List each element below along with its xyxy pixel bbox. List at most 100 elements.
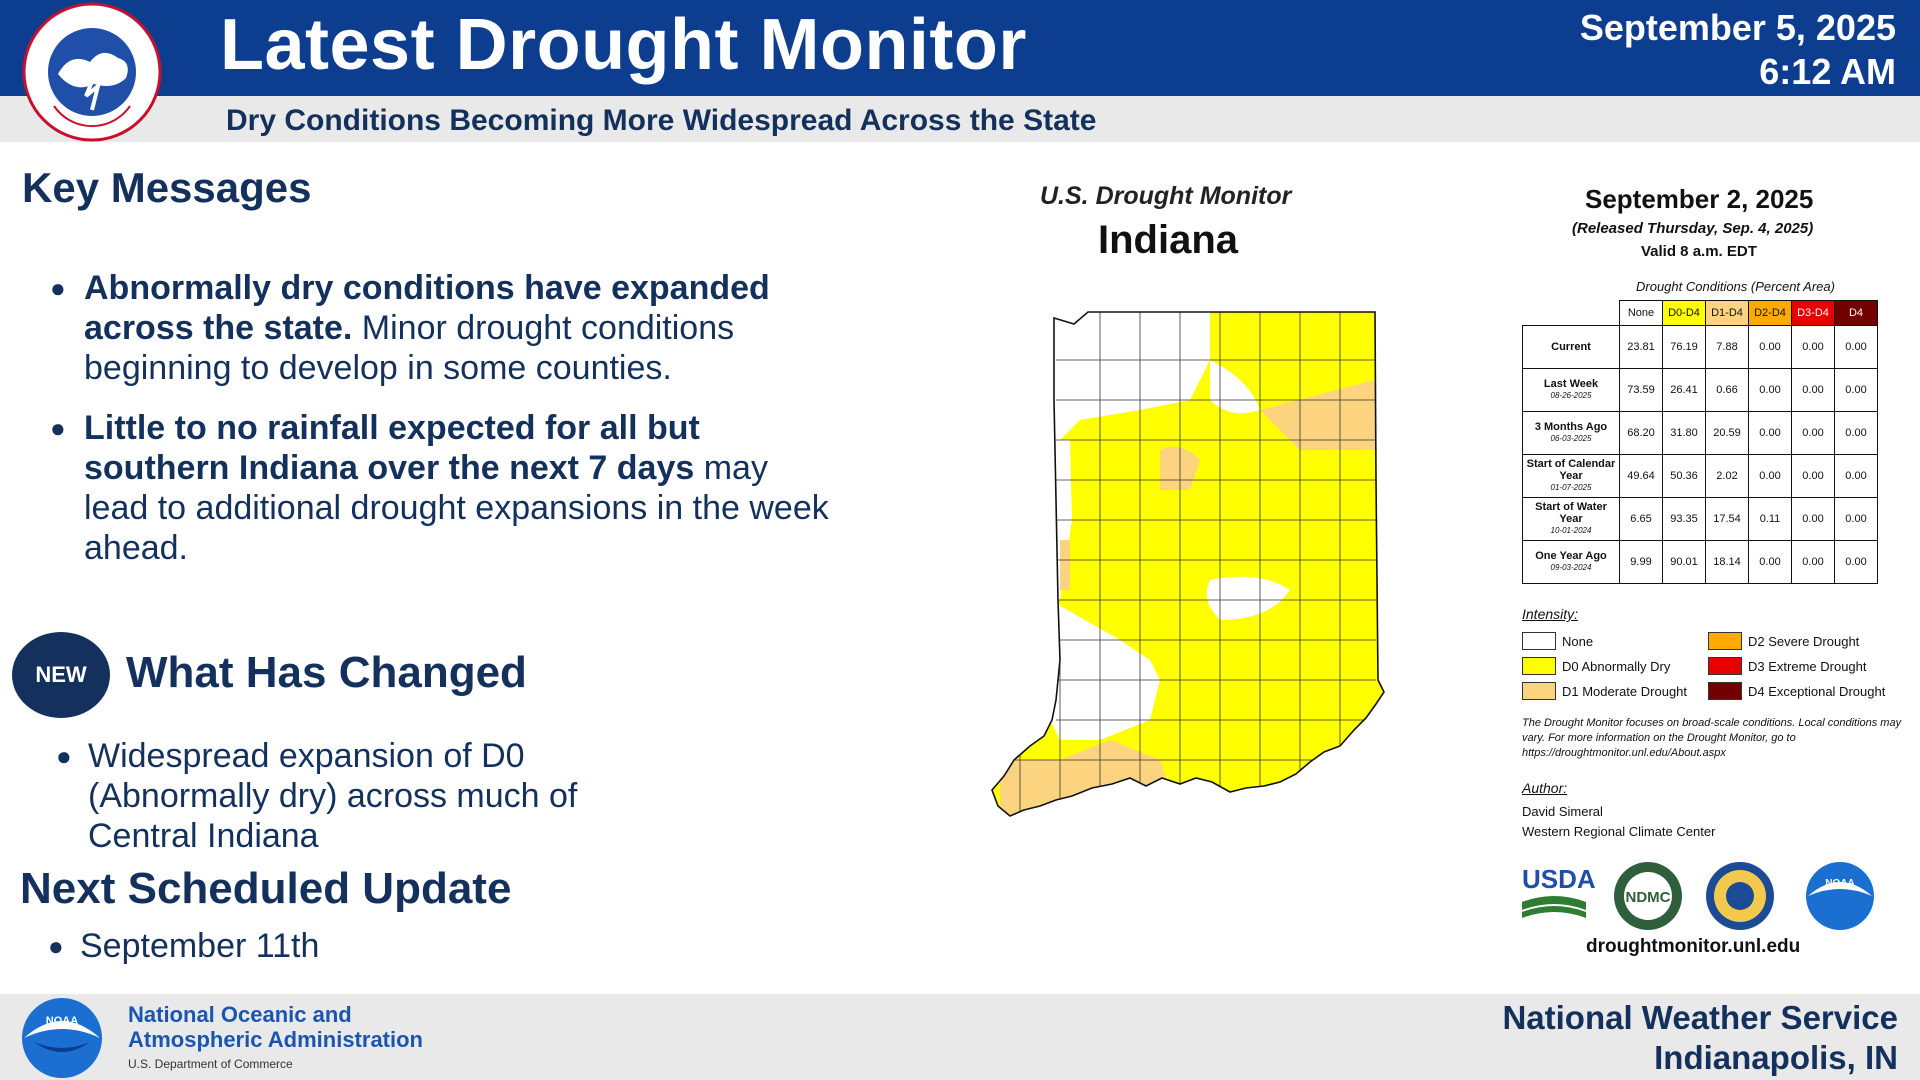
row-label: One Year Ago 09-03-2024: [1522, 540, 1620, 584]
noaa-name: National Oceanic and Atmospheric Adminis…: [128, 1002, 423, 1052]
row-label-date: 09-03-2024: [1550, 563, 1592, 572]
author-name: David Simeral: [1522, 804, 1603, 819]
table-cell: 0.00: [1834, 325, 1878, 369]
table-cell: 0.00: [1748, 454, 1792, 498]
table-cell: 0.00: [1834, 368, 1878, 412]
legend-label: D3 Extreme Drought: [1748, 658, 1867, 674]
legend-swatch: [1522, 632, 1556, 650]
table-cell: 17.54: [1705, 497, 1749, 541]
dm-valid-date: September 2, 2025: [1585, 184, 1814, 214]
table-cell: 0.00: [1748, 325, 1792, 369]
dm-released: (Released Thursday, Sep. 4, 2025): [1572, 220, 1814, 237]
col-header: D1-D4: [1705, 300, 1749, 326]
table-cell: 0.00: [1791, 540, 1835, 584]
table-row: Start of Water Year 10-01-2024 6.65 93.35 17…: [1522, 497, 1878, 541]
intensity-title: Intensity:: [1522, 606, 1579, 622]
table-cell: 93.35: [1662, 497, 1706, 541]
key-message-text: Minor drought conditions beginning to de…: [84, 309, 735, 387]
row-label-text: One Year Ago: [1535, 550, 1607, 562]
col-header: D0-D4: [1662, 300, 1706, 326]
table-cell: 0.00: [1791, 325, 1835, 369]
row-label: Start of Water Year 10-01-2024: [1522, 497, 1620, 541]
col-header: None: [1619, 300, 1663, 326]
table-cell: 9.99: [1619, 540, 1663, 584]
table-cell: 2.02: [1705, 454, 1749, 498]
table-cell: 20.59: [1705, 411, 1749, 455]
dm-conditions-title: Drought Conditions (Percent Area): [1636, 279, 1835, 294]
usda-logo-text: USDA: [1522, 864, 1596, 894]
table-cell: 0.00: [1791, 454, 1835, 498]
next-update-title: Next Scheduled Update: [20, 864, 512, 913]
table-cell: 23.81: [1619, 325, 1663, 369]
noaa-name-line2: Atmospheric Administration: [128, 1027, 423, 1052]
office-name: National Weather Service Indianapolis, I…: [1502, 998, 1898, 1078]
header-bar: [0, 0, 1920, 96]
dm-url[interactable]: droughtmonitor.unl.edu: [1586, 936, 1801, 957]
col-header: D4: [1834, 300, 1878, 326]
row-label-text: 3 Months Ago: [1534, 421, 1608, 433]
row-label-date: 06-03-2025: [1550, 434, 1592, 443]
office-line2: Indianapolis, IN: [1654, 1039, 1898, 1076]
author-org: Western Regional Climate Center: [1522, 824, 1716, 839]
table-cell: 26.41: [1662, 368, 1706, 412]
row-label: 3 Months Ago 06-03-2025: [1522, 411, 1620, 455]
row-label-date: 01-07-2025: [1550, 483, 1592, 492]
next-update-item: September 11th: [48, 926, 319, 966]
footer-bar: [0, 994, 1920, 1080]
legend-swatch: [1522, 657, 1556, 675]
author-info: David Simeral Western Regional Climate C…: [1522, 802, 1715, 842]
legend-swatch: [1708, 682, 1742, 700]
table-row: Current 23.81 76.19 7.88 0.00 0.00 0.00: [1522, 325, 1878, 369]
table-cell: 0.00: [1748, 411, 1792, 455]
table-cell: 90.01: [1662, 540, 1706, 584]
key-message-item: Little to no rainfall expected for all b…: [50, 408, 840, 568]
author-label: Author:: [1522, 780, 1568, 796]
table-row: Last Week 08-26-2025 73.59 26.41 0.66 0.00 0.0…: [1522, 368, 1878, 412]
issue-datetime: September 5, 2025 6:12 AM: [1580, 6, 1896, 94]
table-cell: 0.66: [1705, 368, 1749, 412]
legend-swatch: [1522, 682, 1556, 700]
legend-label: None: [1562, 633, 1594, 649]
issue-date: September 5, 2025: [1579, 7, 1896, 48]
table-cell: 0.11: [1748, 497, 1792, 541]
key-messages-list: Abnormally dry conditions have expanded …: [50, 268, 840, 588]
noaa-logo-text: NOAA: [46, 1015, 78, 1027]
table-cell: 50.36: [1662, 454, 1706, 498]
table-cell: 7.88: [1705, 325, 1749, 369]
row-label-text: Start of Water Year: [1535, 501, 1607, 525]
page-title: Latest Drought Monitor: [220, 5, 1027, 85]
nws-seal-logo: [22, 2, 162, 142]
row-label: Last Week 08-26-2025: [1522, 368, 1620, 412]
col-header: D3-D4: [1791, 300, 1835, 326]
key-message-bold: Little to no rainfall expected for all b…: [84, 409, 700, 487]
table-cell: 0.00: [1748, 368, 1792, 412]
table-cell: 0.00: [1834, 454, 1878, 498]
table-cell: 0.00: [1748, 540, 1792, 584]
row-label-text: Last Week: [1543, 378, 1599, 390]
table-row: One Year Ago 09-03-2024 9.99 90.01 18.14 0.00…: [1522, 540, 1878, 584]
legend-swatch: [1708, 632, 1742, 650]
dm-valid-time: Valid 8 a.m. EDT: [1641, 243, 1757, 260]
legend-item: D0 Abnormally Dry: [1522, 657, 1670, 675]
table-cell: 0.00: [1834, 540, 1878, 584]
legend-label: D4 Exceptional Drought: [1748, 683, 1886, 699]
legend-item: D4 Exceptional Drought: [1708, 682, 1885, 700]
table-cell: 0.00: [1834, 411, 1878, 455]
legend-item: D1 Moderate Drought: [1522, 682, 1687, 700]
table-cell: 73.59: [1619, 368, 1663, 412]
row-label-text: Current: [1551, 341, 1591, 353]
dm-title: U.S. Drought Monitor: [1040, 182, 1292, 210]
row-label: Current: [1522, 325, 1620, 369]
dm-state: Indiana: [1098, 218, 1239, 262]
noaa-name-line1: National Oceanic and: [128, 1002, 352, 1027]
page-subtitle: Dry Conditions Becoming More Widespread …: [226, 104, 1097, 137]
row-label: Start of Calendar Year 01-07-2025: [1522, 454, 1620, 498]
table-corner: [1523, 301, 1620, 326]
what-changed-title: What Has Changed: [126, 648, 527, 697]
doc-seal-logo: [1706, 862, 1774, 930]
drought-conditions-table: None D0-D4 D1-D4 D2-D4 D3-D4 D4 Current 2…: [1522, 300, 1878, 584]
table-cell: 49.64: [1619, 454, 1663, 498]
table-row: Start of Calendar Year 01-07-2025 49.64 50.…: [1522, 454, 1878, 498]
row-label-text: Start of Calendar Year: [1526, 458, 1616, 482]
legend-label: D0 Abnormally Dry: [1562, 658, 1671, 674]
